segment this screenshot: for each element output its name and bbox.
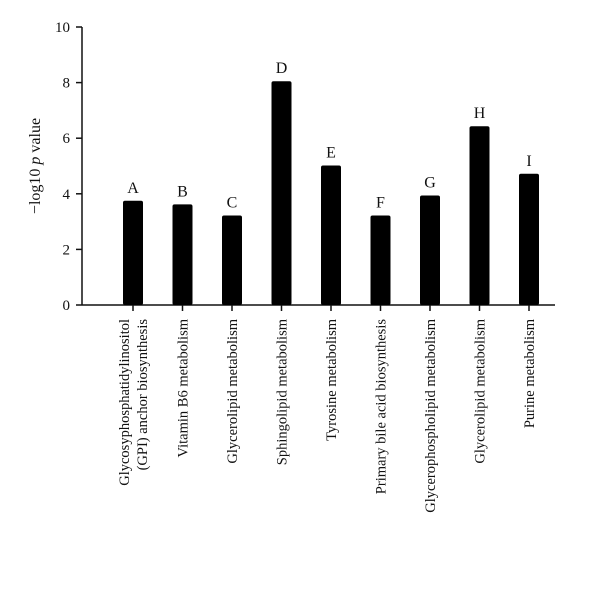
category-label: Glycerophospholipid metabolism [423, 318, 439, 512]
bar-letter-label: D [276, 60, 288, 77]
category-label: Tyrosine metabolism [324, 318, 340, 441]
bar [420, 195, 440, 305]
bar [271, 81, 292, 306]
bar-letter-label: G [424, 174, 436, 191]
category-label-line: Glycerophospholipid metabolism [423, 318, 439, 512]
category-label-line: (GPI) anchor biosynthesis [135, 319, 151, 471]
bar [519, 173, 539, 305]
category-label: Primary bile acid biosynthesis [374, 319, 390, 495]
category-labels: Glycosyphosphatidylinositol (GPI) anchor … [117, 318, 538, 512]
category-label: Glycerolipid metabolism [225, 318, 241, 463]
bar [123, 200, 143, 305]
y-axis: 0 2 4 6 8 10 [55, 20, 83, 314]
bar-letter-label: A [127, 180, 139, 197]
bar [370, 215, 391, 305]
category-label-line: Purine metabolism [522, 318, 538, 428]
category-label: Purine metabolism [522, 318, 538, 428]
bar-letter-label: B [177, 183, 188, 200]
bar [469, 126, 490, 305]
y-axis-title: −log10 p value [27, 118, 44, 214]
bar-letter-label: C [227, 194, 238, 211]
category-label: Glycosyphosphatidylinositol (GPI) anchor … [117, 319, 151, 486]
bar-letter-label: E [326, 144, 336, 161]
category-label-line: Primary bile acid biosynthesis [374, 319, 390, 495]
bar [321, 165, 341, 305]
bar-letter-label: I [526, 153, 531, 170]
bar [222, 215, 242, 305]
category-label: Vitamin B6 metabolism [176, 318, 192, 457]
x-axis [82, 304, 555, 311]
y-tick-label: 8 [63, 76, 71, 92]
category-label-line: Tyrosine metabolism [324, 318, 340, 441]
category-label-line: Vitamin B6 metabolism [176, 318, 192, 457]
y-tick-label: 0 [63, 298, 71, 314]
y-tick-label: 6 [63, 131, 71, 147]
category-label: Sphingolipid metabolism [275, 318, 291, 465]
bars [123, 81, 539, 306]
bar-letter-labels: A B C D E F G H I [127, 60, 531, 211]
y-tick-label: 4 [63, 187, 71, 203]
bar [172, 204, 193, 305]
category-label-line: Glycosyphosphatidylinositol [117, 319, 133, 486]
y-tick-label: 10 [55, 20, 70, 36]
bar-letter-label: H [474, 105, 486, 122]
category-label-line: Glycerolipid metabolism [473, 318, 489, 463]
category-label-line: Glycerolipid metabolism [225, 318, 241, 463]
y-tick-label: 2 [63, 242, 71, 258]
bar-letter-label: F [376, 194, 385, 211]
category-label: Glycerolipid metabolism [473, 318, 489, 463]
category-label-line: Sphingolipid metabolism [275, 318, 291, 465]
